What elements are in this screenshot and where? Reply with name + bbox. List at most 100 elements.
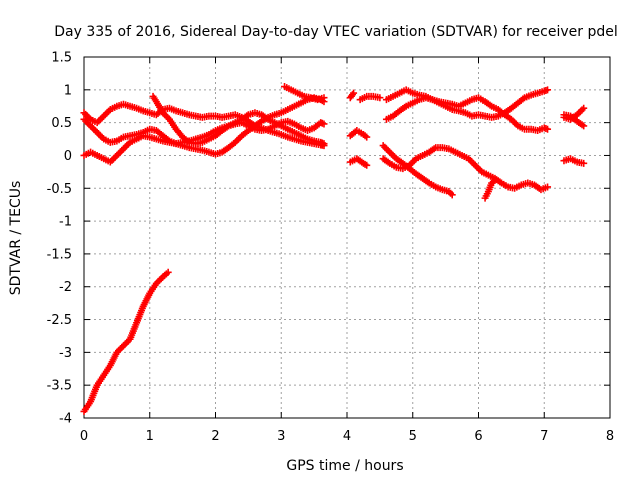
data-point	[123, 339, 131, 347]
data-point	[363, 133, 371, 141]
data-point	[475, 165, 482, 173]
data-point	[118, 147, 126, 155]
data-point	[389, 151, 397, 159]
series-arc-14	[379, 144, 552, 194]
data-point	[376, 94, 384, 102]
data-point	[409, 158, 417, 166]
data-point	[578, 106, 586, 114]
data-point	[119, 342, 127, 350]
y-axis-label: SDTVAR / TECUs	[8, 181, 24, 296]
data-point	[511, 119, 519, 127]
data-point	[113, 151, 121, 159]
data-point	[95, 117, 103, 125]
data-point	[82, 117, 90, 125]
series-arc-5	[149, 92, 328, 148]
x-axis-label: GPS time / hours	[286, 458, 403, 474]
data-point	[468, 158, 476, 166]
data-point	[115, 150, 123, 158]
data-point	[108, 156, 116, 164]
data-point	[381, 143, 389, 151]
data-point	[93, 128, 101, 136]
data-point	[320, 120, 328, 128]
data-point	[164, 268, 172, 276]
data-point	[576, 107, 584, 115]
series-arc-4	[80, 117, 328, 166]
data-point	[544, 86, 552, 94]
data-point	[100, 112, 108, 120]
y-tick-label: 0	[64, 149, 72, 164]
data-point	[90, 125, 98, 133]
data-point	[348, 91, 356, 99]
data-point	[386, 148, 394, 156]
data-point	[382, 145, 390, 153]
data-point	[121, 340, 129, 348]
series-arc-11	[382, 86, 552, 135]
y-tick-label: -3.5	[47, 379, 72, 394]
data-point	[80, 115, 88, 123]
data-point	[103, 109, 111, 117]
data-point	[121, 143, 129, 151]
data-point	[320, 94, 328, 102]
data-point	[116, 148, 124, 156]
data-point	[544, 125, 552, 133]
axes: 0 1 2 3 4 5 6 7 8 1.5 1 0.5 0 -0.5 -1 -1.5 -2 -2.5 -3 -3.5 -…	[47, 51, 615, 445]
series-arc-17	[560, 111, 588, 130]
x-tick-label: 4	[343, 429, 351, 444]
y-tick-label: -1.5	[47, 247, 72, 262]
chart-title: Day 335 of 2016, Sidereal Day-to-day VTE…	[54, 24, 618, 40]
data-point	[98, 114, 106, 122]
data-point	[92, 127, 100, 135]
series-arc-10	[346, 155, 371, 169]
plot-frame	[83, 56, 611, 419]
data-point	[82, 110, 90, 118]
y-tick-label: -3	[59, 346, 72, 361]
x-tick-label: 3	[277, 429, 285, 444]
data-point	[471, 161, 479, 169]
data-point	[119, 145, 127, 153]
x-tick-label: 6	[474, 429, 482, 444]
data-point	[116, 345, 124, 353]
data-point	[580, 122, 588, 130]
data-point	[123, 142, 131, 150]
y-tick-label: 1.5	[51, 51, 72, 66]
data-point	[320, 140, 328, 148]
series-arc-15	[481, 176, 499, 202]
data-point	[387, 150, 395, 158]
data-point	[88, 124, 96, 132]
data-point	[580, 104, 588, 112]
data-points	[80, 83, 588, 415]
data-point	[162, 112, 170, 120]
x-tick-label: 7	[540, 429, 548, 444]
data-point	[235, 135, 243, 143]
y-tick-label: 0.5	[51, 116, 72, 131]
y-tick-label: -1	[59, 215, 72, 230]
data-point	[95, 130, 103, 138]
y-tick-label: -2	[59, 280, 72, 295]
y-tick-label: -0.5	[47, 182, 72, 197]
data-point	[580, 159, 588, 167]
data-point	[379, 142, 387, 150]
data-point	[491, 176, 499, 184]
series-arc-8	[356, 92, 384, 104]
data-point	[101, 110, 109, 118]
data-point	[96, 132, 104, 140]
series-arc-6	[281, 83, 328, 104]
x-tick-label: 1	[146, 429, 154, 444]
series-arc-7	[346, 89, 358, 102]
x-tick-label: 5	[409, 429, 417, 444]
series-arc-12	[382, 86, 552, 123]
data-point	[80, 109, 88, 117]
y-tick-label: -4	[59, 412, 72, 427]
series-arc-1	[80, 268, 172, 415]
data-point	[111, 153, 119, 161]
data-point	[448, 191, 456, 199]
data-point	[384, 147, 392, 155]
data-point	[473, 163, 481, 171]
y-tick-label: -2.5	[47, 313, 72, 328]
data-point	[363, 161, 371, 169]
x-tick-label: 8	[606, 429, 614, 444]
data-point	[350, 89, 358, 97]
x-tick-label: 0	[80, 429, 88, 444]
data-point	[83, 112, 91, 120]
